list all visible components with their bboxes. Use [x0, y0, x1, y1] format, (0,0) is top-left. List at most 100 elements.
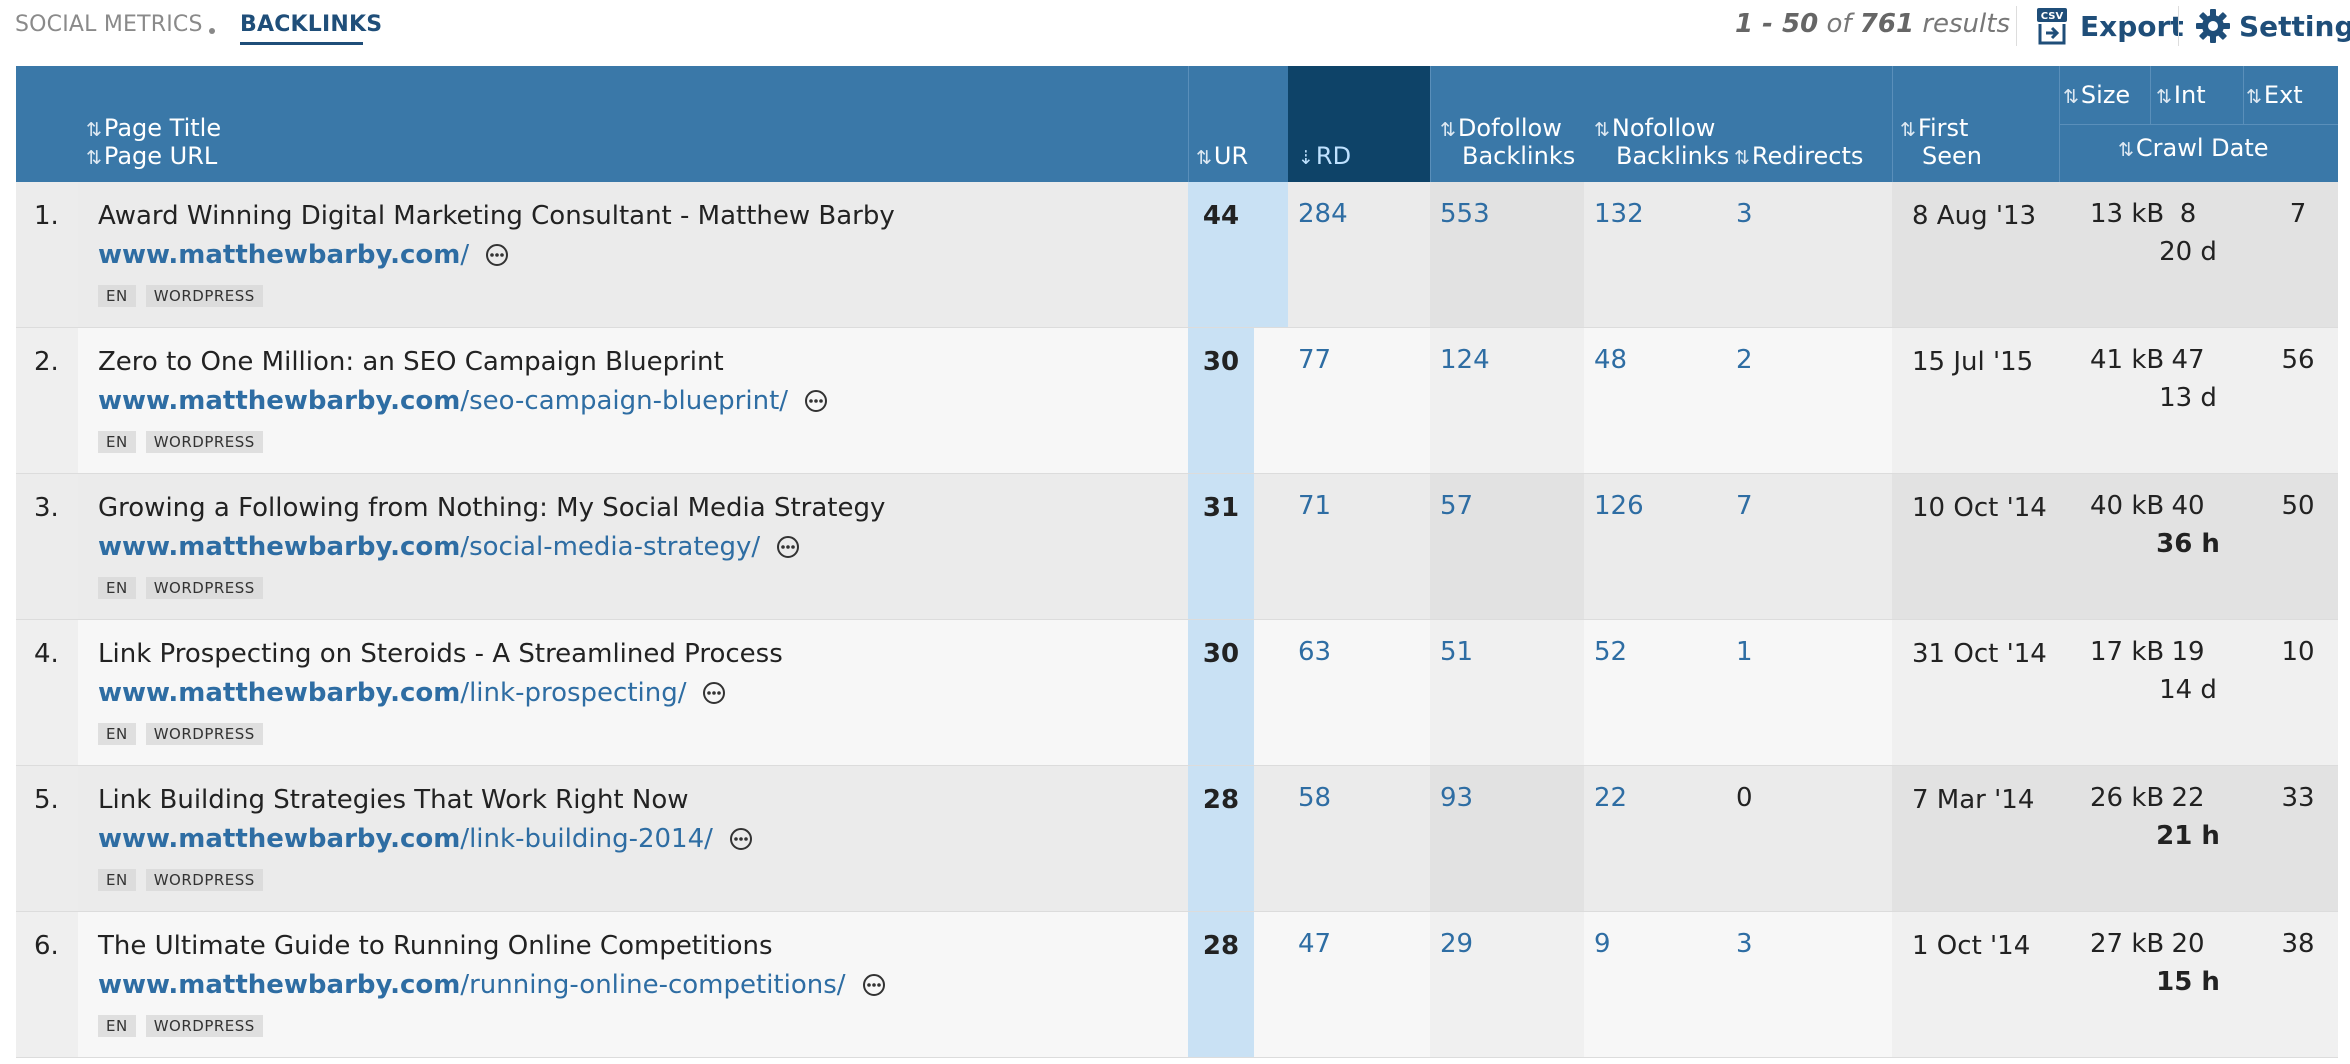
url-path: /link-prospecting/ [460, 678, 687, 708]
redirects-value[interactable]: 7 [1736, 491, 1753, 521]
tag-list: EN WORDPRESS [98, 577, 273, 599]
header-dofollow-label: Dofollow [1457, 114, 1562, 142]
settings-button[interactable]: Settings [2195, 4, 2350, 48]
page-url[interactable]: www.matthewbarby.com/link-building-2014/ [98, 824, 753, 854]
header-first-seen[interactable]: ⇅ First [1900, 114, 1968, 144]
header-redirects[interactable]: ⇅ Redirects [1734, 142, 1863, 172]
table-row[interactable]: 4. Link Prospecting on Steroids - A Strea… [16, 620, 2338, 766]
header-size[interactable]: ⇅ Size [2063, 81, 2130, 111]
dofollow-value[interactable]: 29 [1440, 929, 1474, 959]
redirects-value[interactable]: 2 [1736, 345, 1753, 375]
top-bar: SOCIAL METRICS BACKLINKS 1 - 50 of 761 r… [0, 0, 2350, 66]
tab-backlinks[interactable]: BACKLINKS [240, 12, 383, 37]
url-path: / [460, 240, 470, 270]
page-url[interactable]: www.matthewbarby.com / [98, 240, 509, 270]
header-rd[interactable]: ⇣ RD [1298, 142, 1351, 172]
redirects-value[interactable]: 1 [1736, 637, 1753, 667]
ur-value: 28 [1202, 931, 1240, 961]
header-int[interactable]: ⇅ Int [2156, 81, 2206, 111]
more-options-icon[interactable] [702, 681, 726, 705]
page-url[interactable]: www.matthewbarby.com/running-online-comp… [98, 970, 886, 1000]
export-button[interactable]: CSV Export [2036, 4, 2184, 48]
row-divider [16, 473, 2338, 474]
more-options-icon[interactable] [804, 389, 828, 413]
sort-arrows-icon: ⇅ [2063, 86, 2079, 108]
row-divider [16, 765, 2338, 766]
header-dofollow[interactable]: ⇅ Dofollow [1440, 114, 1562, 144]
header-ur[interactable]: ⇅ UR [1196, 142, 1248, 172]
column-shade [1892, 328, 2059, 474]
row-number-cell [16, 620, 78, 766]
int-links-value: 19 [2171, 637, 2205, 667]
dofollow-value[interactable]: 124 [1440, 345, 1490, 375]
more-options-icon[interactable] [729, 827, 753, 851]
export-label: Export [2080, 9, 2184, 43]
gear-icon [2196, 9, 2230, 43]
tag-badge: EN [98, 1015, 136, 1037]
nofollow-value[interactable]: 9 [1594, 929, 1611, 959]
column-shade [1430, 182, 1584, 328]
nofollow-value[interactable]: 48 [1594, 345, 1628, 375]
ext-links-value: 33 [2281, 783, 2315, 813]
more-options-icon[interactable] [862, 973, 886, 997]
tag-badge: EN [98, 869, 136, 891]
tag-badge: EN [98, 577, 136, 599]
page-url[interactable]: www.matthewbarby.com/link-prospecting/ [98, 678, 726, 708]
page-title: Award Winning Digital Marketing Consulta… [98, 201, 895, 231]
url-path: /running-online-competitions/ [460, 970, 846, 1000]
table-row[interactable]: 6. The Ultimate Guide to Running Online C… [16, 912, 2338, 1058]
column-shade [1430, 328, 1584, 474]
header-ext[interactable]: ⇅ Ext [2246, 81, 2303, 111]
ur-value: 30 [1202, 639, 1240, 669]
dofollow-value[interactable]: 93 [1440, 783, 1474, 813]
sort-arrows-icon: ⇅ [1594, 119, 1610, 141]
table-row[interactable]: 5. Link Building Strategies That Work Rig… [16, 766, 2338, 912]
size-value: 41 kB [2090, 345, 2165, 375]
header-divider [2059, 124, 2338, 125]
row-number: 3. [34, 493, 59, 523]
table-row[interactable]: 3. Growing a Following from Nothing: My S… [16, 474, 2338, 620]
rd-value[interactable]: 58 [1298, 783, 1332, 813]
header-page-title-label: Page Title [103, 114, 222, 142]
crawl-date-value: 21 h [2156, 821, 2220, 851]
sort-arrows-icon: ⇅ [86, 119, 102, 141]
header-crawl-date[interactable]: ⇅ Crawl Date [2118, 134, 2269, 164]
header-page-url[interactable]: ⇅ Page URL [86, 142, 217, 172]
redirects-value[interactable]: 3 [1736, 199, 1753, 229]
rd-value[interactable]: 77 [1298, 345, 1332, 375]
nofollow-value[interactable]: 22 [1594, 783, 1628, 813]
page-url[interactable]: www.matthewbarby.com/social-media-strate… [98, 532, 800, 562]
page-url[interactable]: www.matthewbarby.com/seo-campaign-bluepr… [98, 386, 828, 416]
sort-arrows-icon: ⇅ [1900, 119, 1916, 141]
more-options-icon[interactable] [776, 535, 800, 559]
column-shade [1892, 620, 2059, 766]
header-page-title[interactable]: ⇅ Page Title [86, 114, 221, 144]
dofollow-value[interactable]: 57 [1440, 491, 1474, 521]
nofollow-value[interactable]: 126 [1594, 491, 1644, 521]
column-shade [2059, 182, 2338, 328]
row-divider [16, 911, 2338, 912]
rd-value[interactable]: 47 [1298, 929, 1332, 959]
tag-list: EN WORDPRESS [98, 431, 273, 453]
header-divider [1892, 66, 1893, 182]
ext-links-value: 7 [2289, 199, 2307, 229]
rd-value[interactable]: 284 [1298, 199, 1348, 229]
csv-export-icon: CSV [2037, 8, 2067, 45]
table-row[interactable]: 1. Award Winning Digital Marketing Consul… [16, 182, 2338, 328]
ext-links-value: 56 [2281, 345, 2315, 375]
nofollow-value[interactable]: 52 [1594, 637, 1628, 667]
redirects-value[interactable]: 3 [1736, 929, 1753, 959]
rd-value[interactable]: 63 [1298, 637, 1332, 667]
more-options-icon[interactable] [485, 243, 509, 267]
rd-value[interactable]: 71 [1298, 491, 1332, 521]
header-nofollow[interactable]: ⇅ Nofollow [1594, 114, 1715, 144]
column-shade [1430, 474, 1584, 620]
crawl-date-value: 15 h [2156, 967, 2220, 997]
dofollow-value[interactable]: 51 [1440, 637, 1474, 667]
tab-social-metrics[interactable]: SOCIAL METRICS [15, 12, 203, 37]
int-links-value: 20 [2171, 929, 2205, 959]
dofollow-value[interactable]: 553 [1440, 199, 1490, 229]
nofollow-value[interactable]: 132 [1594, 199, 1644, 229]
table-row[interactable]: 2. Zero to One Million: an SEO Campaign B… [16, 328, 2338, 474]
header-nofollow-line2: Backlinks [1616, 142, 1730, 170]
